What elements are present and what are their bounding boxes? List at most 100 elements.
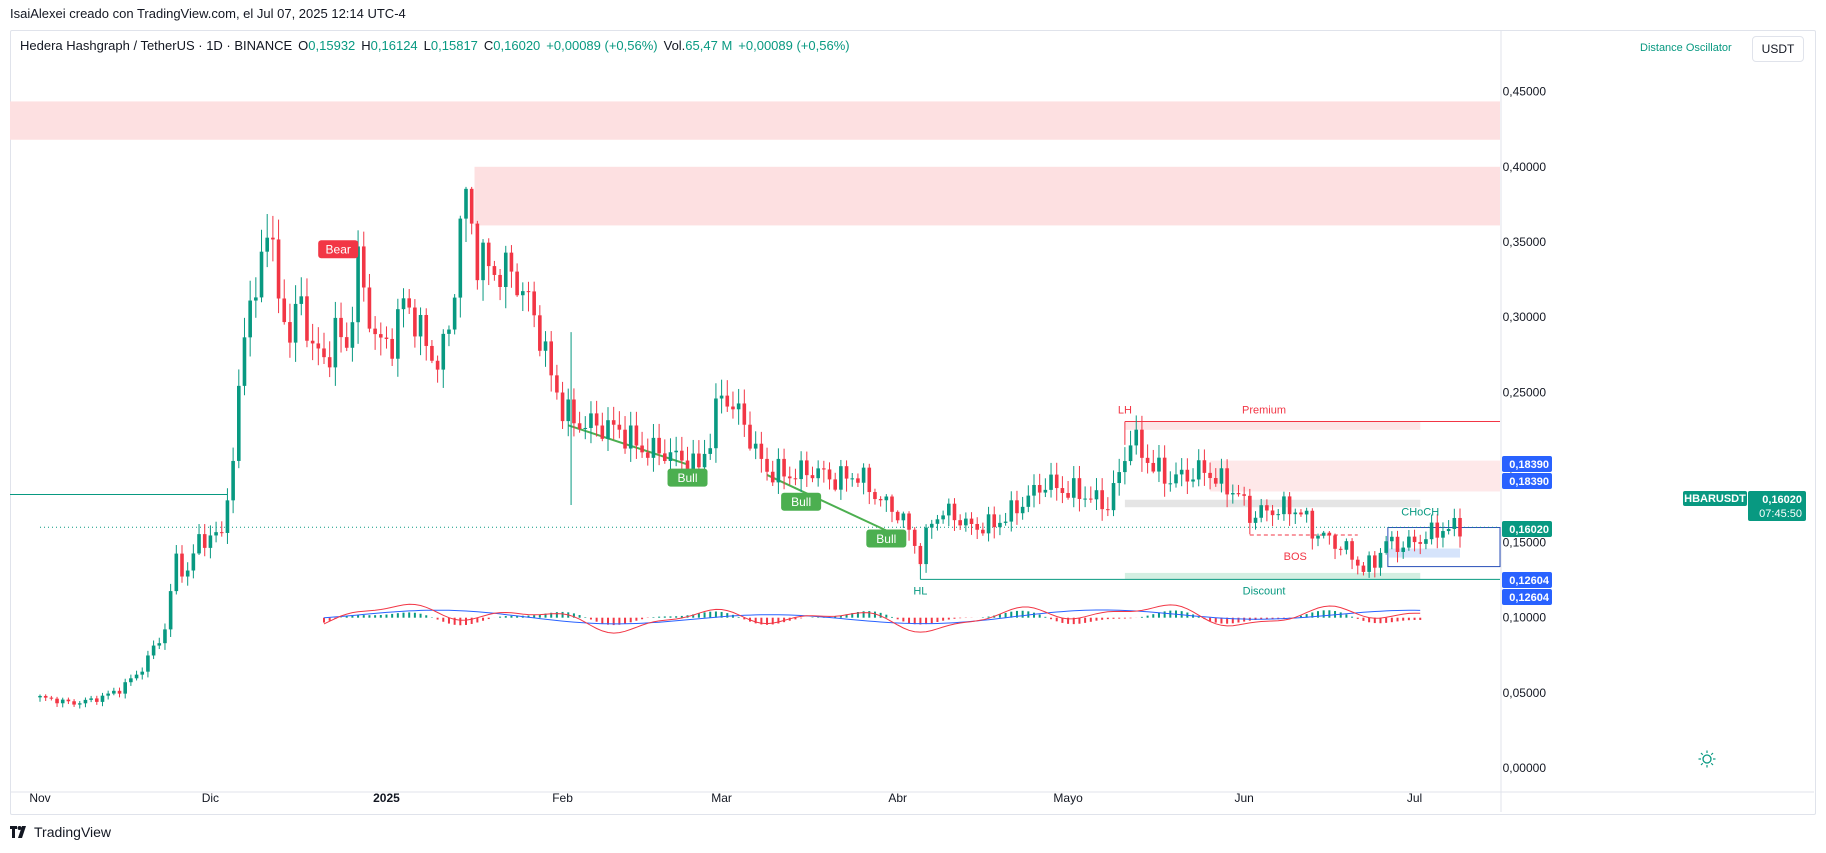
price-tick-label: 0,45000 xyxy=(1503,85,1547,99)
bull-label-3: Bull xyxy=(866,529,907,548)
candle-body xyxy=(208,535,213,548)
candle-body xyxy=(390,338,394,359)
candle-body xyxy=(134,674,139,679)
bear-label-bg xyxy=(318,240,359,259)
candle-body xyxy=(628,425,633,449)
candle-body xyxy=(929,523,934,528)
candle-body xyxy=(282,298,287,323)
candle-body xyxy=(640,445,644,453)
candle-body xyxy=(981,529,985,534)
candle-body xyxy=(521,291,525,296)
candle-body xyxy=(702,453,707,468)
candle-body xyxy=(1231,493,1235,495)
candle-body xyxy=(1276,514,1281,516)
candle-body xyxy=(572,399,576,424)
candle-body xyxy=(1355,559,1360,566)
candle-body xyxy=(1435,522,1440,538)
candle-body xyxy=(1219,468,1224,484)
candle-body xyxy=(237,385,241,461)
lh-label: LH xyxy=(1118,404,1132,416)
hl-label: HL xyxy=(913,585,927,597)
candle-body xyxy=(83,699,88,704)
price-tag: 0,18390 xyxy=(1502,456,1552,472)
candle-body xyxy=(225,500,230,533)
candle-body xyxy=(691,453,695,475)
candle-body xyxy=(685,460,690,475)
candle-body xyxy=(634,425,639,446)
symbol-tag-text: HBARUSDT xyxy=(1684,493,1746,505)
volume-value: 65,47 M xyxy=(685,38,733,53)
premium-label: Premium xyxy=(1242,404,1286,416)
candle-body xyxy=(793,478,798,480)
candle-body xyxy=(123,682,127,694)
candle-body xyxy=(770,471,775,483)
candle-body xyxy=(1049,474,1053,490)
candle-body xyxy=(481,242,485,281)
candle-body xyxy=(1390,536,1394,542)
candle-body xyxy=(1321,532,1326,536)
bull-label-2-text: Bull xyxy=(791,495,811,509)
candle-body xyxy=(435,360,440,370)
candle-body xyxy=(1043,489,1048,493)
time-tick-label: Mar xyxy=(711,791,732,805)
candle-body xyxy=(95,698,99,702)
bull-label-2: Bull xyxy=(781,492,822,511)
close-label: C xyxy=(483,38,494,53)
high-label: H xyxy=(361,38,371,53)
symbol-title[interactable]: Hedera Hashgraph / TetherUS · 1D · BINAN… xyxy=(20,38,293,53)
candle-body xyxy=(617,424,622,430)
price-tag: 0,12604 xyxy=(1502,589,1552,605)
candle-body xyxy=(918,545,923,565)
candle-body xyxy=(231,460,235,501)
candle-body xyxy=(1407,536,1411,548)
brand-name: TradingView xyxy=(34,824,112,840)
theme-toggle-icon[interactable] xyxy=(1698,750,1716,768)
candle-body xyxy=(424,314,429,346)
candle-body xyxy=(560,392,565,422)
candle-body xyxy=(787,476,792,479)
indicator-name[interactable]: Distance Oscillator xyxy=(1640,42,1732,54)
candle-body xyxy=(140,671,145,675)
change-value: +0,00089 (+0,56%) xyxy=(546,38,658,53)
price-tag-text: 0,18390 xyxy=(1509,459,1549,471)
equilibrium-zone xyxy=(1124,499,1421,508)
candle-body xyxy=(736,403,741,410)
price-tag: 0,16020 xyxy=(1502,521,1552,537)
price-tick-label: 0,10000 xyxy=(1503,611,1547,625)
candle-body xyxy=(589,413,593,428)
candle-body xyxy=(901,513,906,521)
candle-body xyxy=(60,699,65,704)
candle-body xyxy=(776,458,781,483)
candle-body xyxy=(327,357,332,368)
price-countdown-bg xyxy=(1748,491,1806,521)
candle-body xyxy=(856,478,860,483)
candle-body xyxy=(583,427,588,430)
candle-body xyxy=(1168,483,1173,485)
candle-body xyxy=(72,701,76,705)
candle-body xyxy=(708,448,713,454)
candle-body xyxy=(742,403,747,425)
candle-body xyxy=(1310,510,1315,539)
candle-body xyxy=(1361,565,1366,572)
candle-body xyxy=(418,314,423,337)
candle-body xyxy=(867,467,872,493)
candle-body xyxy=(941,515,945,520)
candle-body xyxy=(549,341,553,376)
candles xyxy=(38,186,1462,709)
bos-label: BOS xyxy=(1284,551,1307,563)
candle-body xyxy=(276,239,281,299)
candle-body xyxy=(1179,469,1184,475)
low-label: L xyxy=(423,38,431,53)
currency-button[interactable]: USDT xyxy=(1752,36,1804,62)
candle-body xyxy=(873,492,877,500)
candle-body xyxy=(407,298,411,308)
candle-body xyxy=(1083,498,1087,500)
price-tag-text: 0,12604 xyxy=(1509,592,1550,604)
candle-body xyxy=(180,553,184,577)
candle-body xyxy=(117,690,122,694)
candle-body xyxy=(361,246,366,288)
candle-body xyxy=(958,520,962,526)
bull-label-1-bg xyxy=(667,468,708,487)
candle-body xyxy=(1106,509,1110,511)
